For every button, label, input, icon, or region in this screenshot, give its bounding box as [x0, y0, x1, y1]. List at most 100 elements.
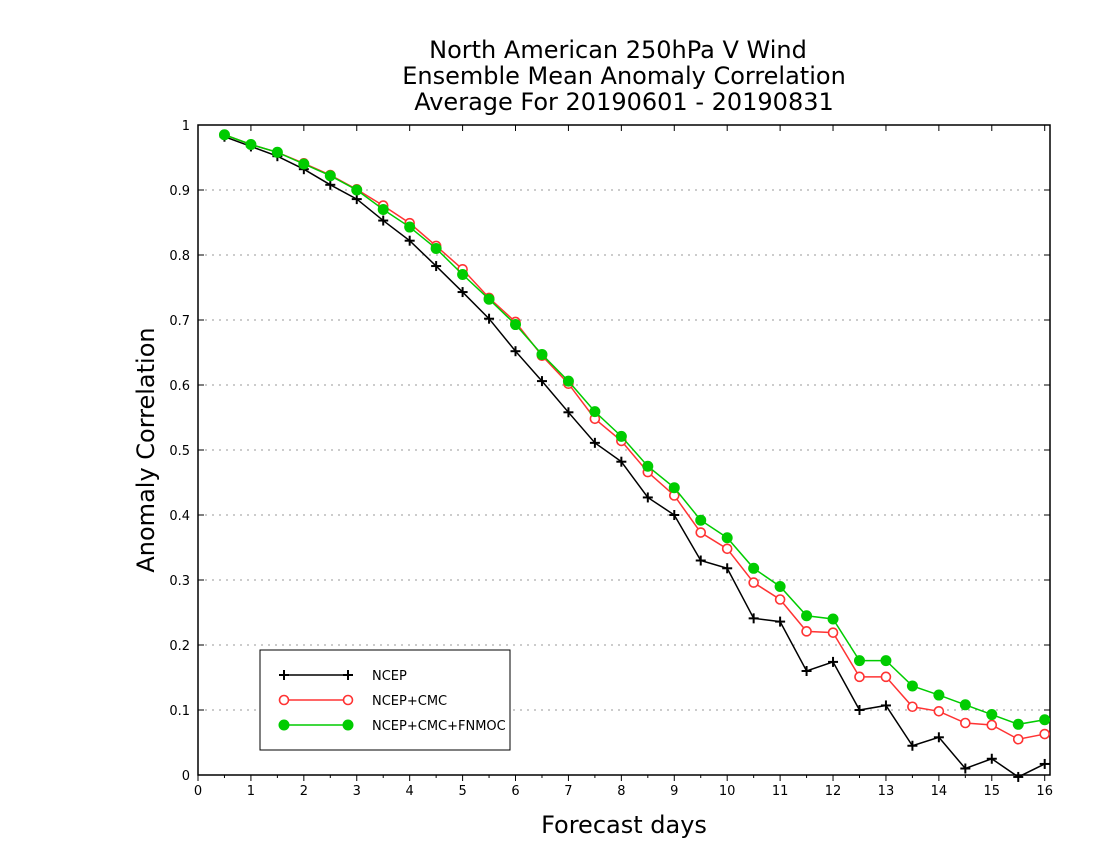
y-tick-label: 0.3	[169, 574, 190, 589]
data-point-ncep-cmc-fnmoc	[298, 158, 310, 170]
data-point-ncep	[1039, 758, 1050, 769]
x-tick-label: 11	[772, 784, 789, 799]
data-point-ncep-cmc	[960, 717, 971, 729]
data-point-ncep-cmc-fnmoc	[430, 243, 442, 254]
x-tick-label: 6	[511, 784, 519, 799]
data-point-ncep-cmc-fnmoc	[615, 430, 627, 442]
series-line-ncep	[224, 135, 1046, 778]
data-point-ncep	[748, 613, 759, 624]
x-tick-label: 7	[564, 784, 572, 799]
legend-item-ncep-cmc: NCEP+CMC	[278, 694, 447, 709]
legend-marker-end	[342, 694, 354, 706]
data-point-ncep-cmc-fnmoc	[827, 613, 839, 625]
data-point-ncep	[484, 313, 495, 324]
x-tick-label: 12	[825, 784, 842, 799]
legend-label: NCEP+CMC+FNMOC	[372, 719, 506, 734]
legend-marker-start	[278, 694, 290, 706]
data-point-ncep-cmc-fnmoc	[324, 170, 336, 182]
data-point-ncep	[933, 732, 944, 743]
data-point-ncep-cmc-fnmoc	[906, 680, 918, 692]
x-tick-label: 4	[406, 784, 414, 799]
chart-title-line-3: Average For 20190601 - 20190831	[414, 88, 834, 116]
y-tick-label: 0.9	[169, 184, 190, 199]
data-point-ncep	[1013, 771, 1024, 782]
data-point-ncep	[351, 194, 362, 205]
data-point-ncep-cmc-fnmoc	[562, 375, 574, 387]
data-point-ncep-cmc-fnmoc	[483, 293, 495, 305]
data-point-ncep	[536, 376, 547, 387]
data-point-ncep	[801, 666, 812, 676]
data-point-ncep	[616, 456, 627, 467]
x-tick-label: 10	[719, 784, 736, 799]
data-point-ncep-cmc	[721, 543, 733, 555]
data-point-ncep	[642, 492, 653, 503]
y-tick-label: 0.6	[169, 379, 190, 394]
series-ncep-cmc-fnmoc	[218, 129, 1050, 730]
x-tick-label: 1	[247, 784, 255, 799]
series-ncep	[219, 131, 1050, 782]
data-point-ncep-cmc-fnmoc	[880, 655, 892, 667]
x-tick-label: 15	[984, 784, 1001, 799]
data-point-ncep-cmc-fnmoc	[351, 184, 363, 196]
legend-item-ncep: NCEP	[279, 669, 407, 684]
series-line-ncep-cmc	[224, 134, 1045, 741]
data-point-ncep-cmc	[1012, 733, 1024, 745]
data-point-ncep	[563, 407, 574, 418]
x-axis-title: Forecast days	[541, 811, 707, 839]
y-axis-title: Anomaly Correlation	[132, 327, 160, 572]
data-point-ncep	[510, 346, 521, 357]
x-tick-label: 5	[458, 784, 466, 799]
data-point-ncep-cmc	[748, 577, 759, 588]
data-point-ncep-cmc-fnmoc	[959, 699, 971, 711]
legend-label: NCEP	[372, 669, 407, 684]
gridlines	[198, 189, 1050, 711]
y-tick-label: 0.5	[169, 444, 190, 459]
data-point-ncep-cmc	[774, 594, 786, 605]
y-tick-label: 0.4	[169, 509, 190, 524]
series-layer	[218, 129, 1050, 782]
data-point-ncep-cmc	[933, 705, 945, 717]
data-point-ncep-cmc-fnmoc	[721, 532, 733, 544]
data-point-ncep	[907, 740, 918, 751]
data-point-ncep	[404, 235, 415, 246]
series-line-ncep-cmc-fnmoc	[224, 134, 1045, 726]
y-tick-label: 0.2	[169, 639, 190, 654]
data-point-ncep-cmc-fnmoc	[536, 348, 548, 360]
legend-marker-start	[278, 719, 290, 731]
data-point-ncep-cmc	[907, 701, 918, 713]
legend-item-ncep-cmc-fnmoc: NCEP+CMC+FNMOC	[278, 719, 506, 734]
data-point-ncep-cmc-fnmoc	[218, 129, 230, 141]
data-point-ncep-cmc	[880, 671, 892, 683]
data-point-ncep-cmc	[854, 671, 865, 683]
y-axis: 0 0.1 0.2 0.3 0.4 0.5 0.6 0.7 0.8 0.9 1	[169, 119, 1050, 784]
legend-marker-end	[343, 670, 353, 680]
x-tick-label: 13	[878, 784, 895, 799]
data-point-ncep-cmc-fnmoc	[748, 562, 760, 574]
data-point-ncep	[589, 437, 600, 448]
data-point-ncep	[695, 555, 706, 566]
data-point-ncep-cmc-fnmoc	[377, 204, 389, 215]
data-point-ncep-cmc	[801, 626, 812, 637]
data-point-ncep	[378, 215, 389, 226]
data-point-ncep-cmc-fnmoc	[801, 610, 813, 622]
data-point-ncep	[775, 616, 786, 627]
data-point-ncep-cmc	[695, 527, 707, 538]
data-point-ncep-cmc-fnmoc	[404, 221, 416, 233]
data-point-ncep	[431, 261, 442, 272]
legend: NCEP NCEP+CMC NCEP+CMC+FNMOC	[259, 649, 511, 751]
data-point-ncep-cmc-fnmoc	[986, 709, 998, 721]
legend-marker-start	[279, 670, 289, 680]
x-tick-label: 2	[300, 784, 308, 799]
x-tick-label: 8	[617, 784, 625, 799]
data-point-ncep	[986, 753, 997, 764]
chart-title-line-1: North American 250hPa V Wind	[429, 36, 807, 64]
y-tick-label: 0.8	[169, 249, 190, 264]
data-point-ncep	[880, 700, 891, 711]
data-point-ncep-cmc-fnmoc	[774, 581, 786, 592]
data-point-ncep-cmc-fnmoc	[510, 319, 522, 331]
y-tick-label: 0.7	[169, 314, 190, 329]
data-point-ncep-cmc-fnmoc	[853, 655, 865, 667]
x-tick-label: 14	[931, 784, 948, 799]
data-point-ncep-cmc-fnmoc	[457, 269, 469, 280]
